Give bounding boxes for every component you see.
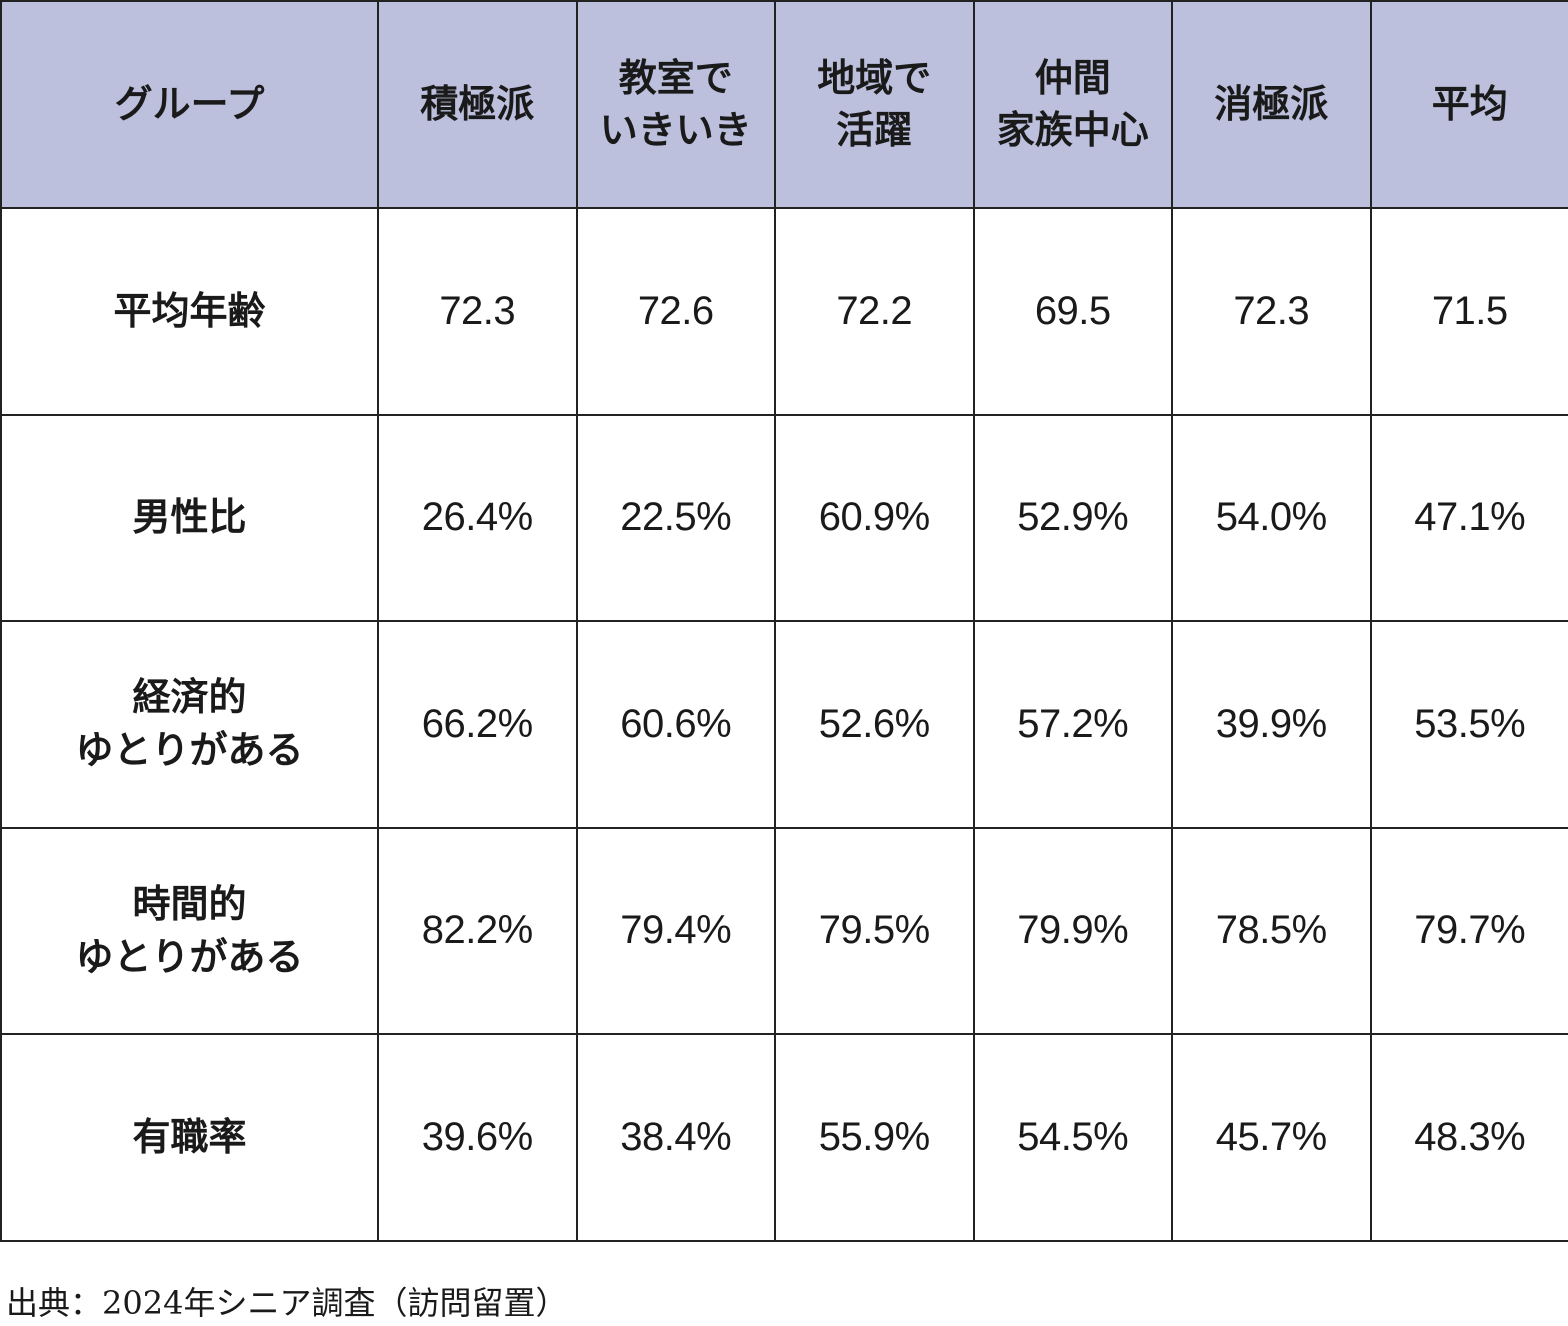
table-cell: 72.6 (575, 207, 776, 416)
table-cell: 79.4% (575, 826, 776, 1035)
table-cell: 22.5% (575, 413, 776, 622)
table-cell: 66.2% (377, 620, 578, 829)
column-header-friends-family: 仲間 家族中心 (972, 0, 1173, 209)
column-header-classroom: 教室で いきいき (575, 0, 776, 209)
table-cell: 69.5 (972, 207, 1173, 416)
table-cell: 60.6% (575, 620, 776, 829)
table-cell: 72.3 (1171, 207, 1372, 416)
table-cell: 48.3% (1369, 1033, 1568, 1242)
column-header-passive: 消極派 (1171, 0, 1372, 209)
table-row: 経済的 ゆとりがある 66.2% 60.6% 52.6% 57.2% 39.9%… (0, 620, 1568, 829)
table-row: 有職率 39.6% 38.4% 55.9% 54.5% 45.7% 48.3% (0, 1033, 1568, 1242)
table-cell: 79.5% (774, 826, 975, 1035)
table-cell: 82.2% (377, 826, 578, 1035)
table-cell: 45.7% (1171, 1033, 1372, 1242)
table-cell: 47.1% (1369, 413, 1568, 622)
table-cell: 39.9% (1171, 620, 1372, 829)
column-header-community: 地域で 活躍 (774, 0, 975, 209)
table-cell: 78.5% (1171, 826, 1372, 1035)
table-cell: 72.2 (774, 207, 975, 416)
table-cell: 79.7% (1369, 826, 1568, 1035)
row-header-time-leeway: 時間的 ゆとりがある (0, 826, 379, 1035)
table-cell: 60.9% (774, 413, 975, 622)
table-row: 男性比 26.4% 22.5% 60.9% 52.9% 54.0% 47.1% (0, 413, 1568, 622)
table-cell: 52.9% (972, 413, 1173, 622)
data-table: グループ 積極派 教室で いきいき 地域で 活躍 仲間 家族中心 消極派 平均 … (0, 0, 1568, 1242)
table-cell: 71.5 (1369, 207, 1568, 416)
table-cell: 54.0% (1171, 413, 1372, 622)
column-header-average: 平均 (1369, 0, 1568, 209)
table-cell: 55.9% (774, 1033, 975, 1242)
row-header-financial-leeway: 経済的 ゆとりがある (0, 620, 379, 829)
table-cell: 54.5% (972, 1033, 1173, 1242)
table-row: 時間的 ゆとりがある 82.2% 79.4% 79.5% 79.9% 78.5%… (0, 826, 1568, 1035)
table-cell: 38.4% (575, 1033, 776, 1242)
table-cell: 79.9% (972, 826, 1173, 1035)
column-header-group: グループ (0, 0, 379, 209)
row-header-employment-rate: 有職率 (0, 1033, 379, 1242)
table-cell: 57.2% (972, 620, 1173, 829)
table-row: 平均年齢 72.3 72.6 72.2 69.5 72.3 71.5 (0, 207, 1568, 416)
table-cell: 72.3 (377, 207, 578, 416)
table-cell: 26.4% (377, 413, 578, 622)
column-header-active: 積極派 (377, 0, 578, 209)
source-note: 出典：2024年シニア調査（訪問留置） (6, 1284, 568, 1322)
table-cell: 39.6% (377, 1033, 578, 1242)
row-header-average-age: 平均年齢 (0, 207, 379, 416)
table-cell: 53.5% (1369, 620, 1568, 829)
table-cell: 52.6% (774, 620, 975, 829)
header-row: グループ 積極派 教室で いきいき 地域で 活躍 仲間 家族中心 消極派 平均 (0, 0, 1568, 209)
row-header-male-ratio: 男性比 (0, 413, 379, 622)
